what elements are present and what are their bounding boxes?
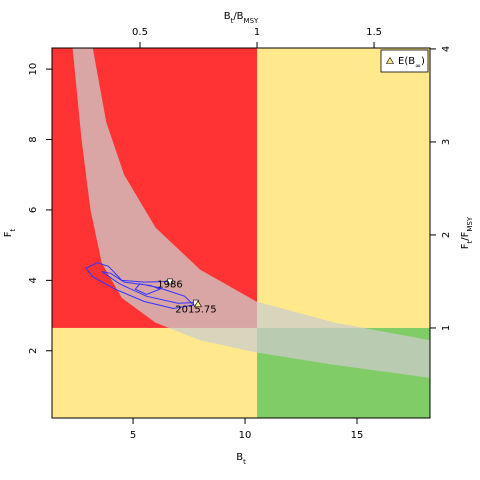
y2-axis-title-part: /F bbox=[460, 231, 471, 240]
y-tick-label: 8 bbox=[28, 136, 39, 142]
legend-box bbox=[380, 49, 429, 73]
year-label: 2015.75 bbox=[175, 305, 216, 316]
y2-axis-title-part: MSY bbox=[466, 216, 474, 231]
x-tick-label: 15 bbox=[351, 430, 364, 441]
x-axis-title-part: t bbox=[243, 458, 246, 466]
y2-axis-title-part: t bbox=[466, 240, 474, 243]
y-axis-title-part: F bbox=[3, 231, 14, 237]
quadrant bbox=[257, 48, 430, 328]
year-label: 1986 bbox=[157, 279, 182, 290]
y2-axis-title: Ft/FMSY bbox=[460, 216, 474, 249]
y-tick-label: 6 bbox=[28, 207, 39, 213]
x-axis-title-part: B bbox=[236, 452, 243, 463]
plot-frame bbox=[51, 47, 431, 419]
x-tick-label: 5 bbox=[130, 430, 136, 441]
y2-tick-label: 1 bbox=[441, 325, 452, 331]
y2-tick-label: 2 bbox=[441, 232, 452, 238]
legend-label-part: ) bbox=[421, 56, 425, 67]
x2-axis-title-part: B bbox=[224, 11, 231, 22]
trajectory-endpoint bbox=[167, 278, 173, 285]
y-tick-label: 10 bbox=[28, 63, 39, 76]
x2-axis-title-part: MSY bbox=[244, 17, 259, 25]
x2-tick-label: 1 bbox=[254, 27, 260, 38]
x2-axis-title-part: /B bbox=[233, 11, 243, 22]
y2-tick-label: 3 bbox=[441, 139, 452, 145]
y-tick-label: 2 bbox=[28, 348, 39, 354]
reference-band bbox=[72, 48, 430, 378]
y-tick-label: 4 bbox=[28, 277, 39, 283]
trajectory bbox=[85, 262, 197, 310]
legend-label-part: ∞ bbox=[415, 62, 421, 70]
legend-marker bbox=[385, 56, 395, 64]
y-axis-title-part: t bbox=[9, 228, 17, 231]
y2-axis-title-part: F bbox=[460, 243, 471, 249]
y2-tick-label: 4 bbox=[441, 46, 452, 52]
x-axis-title: Bt bbox=[236, 452, 246, 466]
legend-label-part: E(B bbox=[398, 56, 415, 67]
x-tick-label: 10 bbox=[239, 430, 252, 441]
x2-axis-title: Bt/BMSY bbox=[224, 11, 259, 25]
x2-tick-label: 0.5 bbox=[132, 27, 148, 38]
x2-axis-title-part: t bbox=[231, 17, 234, 25]
legend-label: E(B∞) bbox=[398, 56, 425, 70]
expected-marker bbox=[193, 300, 203, 308]
y-axis-title: Ft bbox=[3, 228, 17, 237]
x2-tick-label: 1.5 bbox=[366, 27, 382, 38]
